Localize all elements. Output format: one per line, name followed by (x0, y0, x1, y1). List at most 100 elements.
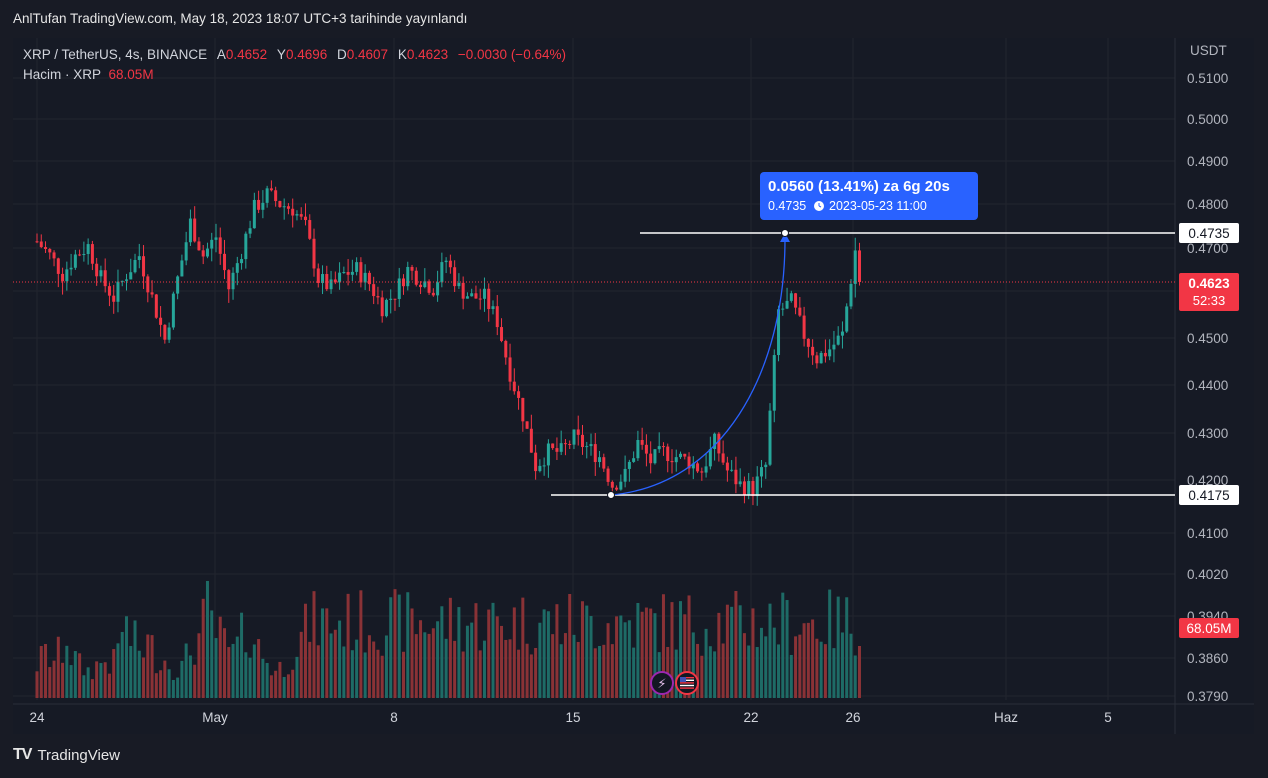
candle-body (252, 199, 256, 229)
candle-body (346, 272, 350, 275)
volume-bar (840, 632, 844, 698)
candle-body (269, 188, 273, 191)
candle-body (836, 335, 840, 345)
volume-bar (227, 647, 231, 698)
candle-body (632, 458, 636, 462)
candle-body (265, 188, 269, 203)
candle-body (146, 276, 150, 293)
candle-body (482, 288, 486, 299)
candle-body (580, 434, 584, 448)
candle-body (772, 355, 776, 411)
volume-bar (223, 628, 227, 698)
candle-body (150, 292, 154, 295)
volume-bar (214, 638, 218, 698)
candle-body (384, 299, 388, 317)
x-tick-label: May (202, 710, 228, 725)
candle-body (218, 237, 222, 254)
volume-bar (35, 671, 39, 698)
volume-bar (120, 631, 124, 698)
volume-bar (474, 603, 478, 698)
candle-body (444, 260, 448, 263)
candle-series (35, 180, 862, 506)
volume-series (35, 580, 862, 698)
volume-bar (478, 650, 482, 698)
volume-bar (69, 665, 73, 698)
volume-bar (679, 601, 683, 698)
y-tick-label: 0.4200 (1187, 473, 1228, 488)
volume-bar (274, 670, 278, 698)
candle-body (627, 461, 631, 469)
volume-bar (423, 632, 427, 698)
candle-body (282, 206, 286, 208)
footer-brand-text: TradingView (37, 746, 120, 764)
volume-bar (772, 627, 776, 698)
volume-price-label: 68.05M (1186, 621, 1231, 636)
volume-bar (124, 616, 128, 698)
candle-body (180, 260, 184, 277)
candle-body (95, 263, 99, 277)
volume-bar (193, 664, 197, 698)
flag-stripe (680, 682, 694, 684)
candle-body (214, 237, 218, 240)
candle-body (303, 216, 307, 221)
volume-bar (512, 607, 516, 698)
candle-body (257, 199, 261, 210)
candle-body (367, 272, 371, 285)
volume-bar (815, 638, 819, 698)
volume-bar (649, 608, 653, 698)
candle-body (235, 263, 239, 273)
y-tick-label: 0.4500 (1187, 331, 1228, 346)
volume-price-label-bg (1179, 618, 1239, 638)
ohlc-low: D0.4607 (337, 47, 389, 62)
y-tick-label: 0.3790 (1187, 689, 1228, 704)
volume-bar (142, 657, 146, 698)
candle-body (738, 481, 742, 485)
volume-bar (823, 644, 827, 698)
candle-body (78, 254, 82, 256)
candle-body (691, 463, 695, 469)
volume-bar (572, 634, 576, 698)
candle-body (197, 241, 201, 251)
measure-tooltip-line1: 0.0560 (13.41%) za 6g 20s (768, 178, 950, 195)
candle-body (687, 456, 691, 469)
volume-bar (44, 643, 48, 698)
volume-bar (568, 594, 572, 698)
candle-body (819, 352, 823, 364)
volume-bar (90, 679, 94, 698)
publish-info: AnlTufan TradingView.com, May 18, 2023 1… (13, 11, 468, 26)
measure-tooltip-price: 0.4735 (768, 199, 806, 213)
footer-brand[interactable]: TV TradingView (13, 746, 120, 764)
candle-body (623, 468, 627, 482)
candle-body (52, 252, 56, 259)
volume-bar (836, 596, 840, 698)
volume-bar (205, 580, 209, 698)
volume-bar (393, 589, 397, 698)
volume-bar (384, 635, 388, 698)
volume-bar (176, 677, 180, 698)
candle-body (389, 298, 393, 300)
candle-body (363, 272, 367, 283)
candle-body (205, 248, 209, 257)
volume-bar (252, 644, 256, 698)
candle-body (602, 457, 606, 469)
candle-body (342, 272, 346, 274)
candle-body (610, 481, 614, 488)
volume-bar (65, 645, 69, 698)
volume-bar (333, 629, 337, 698)
candle-body (457, 282, 461, 287)
volume-bar (107, 673, 111, 698)
symbol-label[interactable]: XRP / TetherUS, 4s, BINANCE (23, 47, 208, 62)
candle-body (427, 281, 431, 293)
volume-bar (282, 676, 286, 698)
volume-bar (244, 652, 248, 698)
candle-body (261, 202, 265, 210)
candle-body (781, 308, 785, 310)
volume-bar (534, 647, 538, 698)
volume-bar (491, 602, 495, 698)
volume-bar (367, 635, 371, 698)
volume-label[interactable]: Hacim · XRP (23, 67, 101, 82)
volume-bar (218, 616, 222, 698)
volume-bar (742, 633, 746, 698)
volume-bar (269, 675, 273, 698)
